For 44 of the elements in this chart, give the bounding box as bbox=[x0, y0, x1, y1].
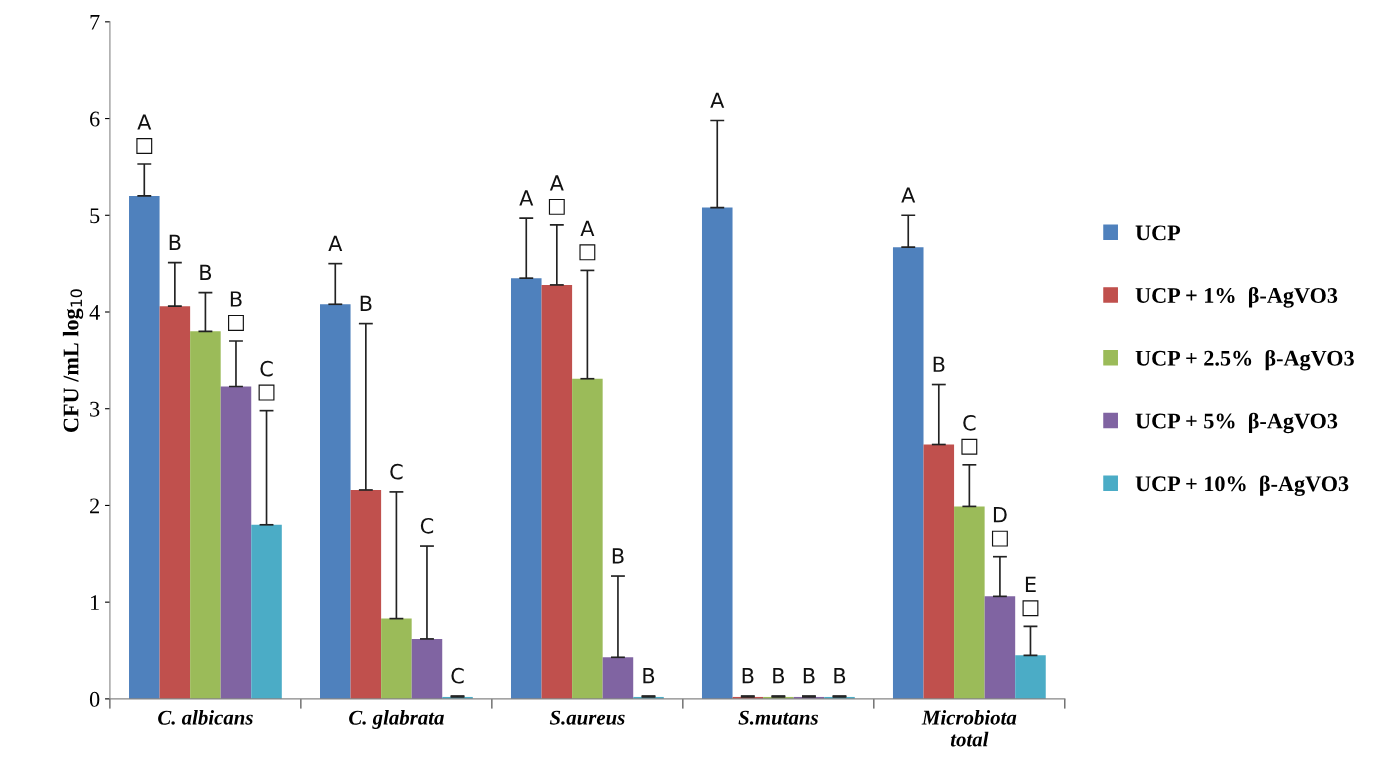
annotation: A bbox=[901, 187, 916, 203]
annotation: E □ bbox=[1022, 576, 1039, 617]
annotation: B bbox=[773, 668, 785, 684]
annotation: B bbox=[643, 668, 655, 684]
x-tick-label: S.aureus bbox=[549, 710, 625, 725]
y-tick-label: 1 bbox=[91, 595, 99, 610]
y-tick-label: 6 bbox=[90, 111, 100, 127]
annotation: B bbox=[612, 548, 624, 564]
y-tick-label: 0 bbox=[89, 691, 100, 707]
annotation: C bbox=[420, 517, 434, 534]
annotation: C bbox=[451, 667, 464, 684]
x-tick-label: Microbiota total bbox=[921, 709, 1017, 747]
legend-label: UCP + 5% β-AgVO3 bbox=[1135, 412, 1338, 434]
annotation: A bbox=[519, 190, 534, 206]
annotation: B bbox=[834, 668, 846, 684]
annotation: A □ bbox=[548, 175, 565, 215]
annotation: B bbox=[742, 668, 754, 684]
annotation: B bbox=[360, 295, 372, 311]
annotation: D □ bbox=[991, 507, 1008, 547]
annotation: A bbox=[328, 235, 343, 251]
y-axis-title: CFU /mL log$_{10}$ bbox=[62, 289, 84, 432]
annotation: C □ bbox=[258, 360, 275, 401]
annotation: A □ bbox=[136, 114, 153, 154]
y-tick-label: 2 bbox=[90, 498, 99, 514]
annotation: B bbox=[169, 234, 181, 251]
x-tick-label: C. albicans bbox=[158, 709, 253, 725]
legend-label: UCP bbox=[1135, 225, 1181, 241]
annotation: C □ bbox=[961, 414, 978, 455]
legend-label: UCP + 2.5% β-AgVO3 bbox=[1135, 349, 1354, 371]
annotation: A bbox=[710, 92, 725, 108]
x-tick-label: S.mutans bbox=[738, 710, 818, 725]
y-tick-label: 4 bbox=[89, 305, 100, 320]
legend-label: UCP + 10% β-AgVO3 bbox=[1135, 475, 1349, 496]
annotation: B bbox=[803, 668, 815, 684]
legend-label: UCP + 1% β-AgVO3 bbox=[1135, 287, 1338, 308]
y-tick-label: 3 bbox=[90, 401, 100, 417]
y-tick-label: 7 bbox=[90, 15, 100, 30]
annotation: B bbox=[200, 264, 212, 280]
y-tick-label: 5 bbox=[90, 208, 100, 224]
annotation: C bbox=[390, 463, 403, 480]
annotation: B bbox=[933, 356, 945, 372]
annotation: B □ bbox=[228, 291, 244, 331]
annotation: A □ bbox=[579, 220, 596, 261]
x-tick-label: C. glabrata bbox=[349, 709, 444, 729]
